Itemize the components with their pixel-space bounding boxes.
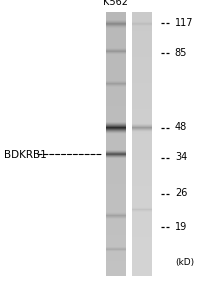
Text: 85: 85 <box>174 47 186 58</box>
Text: 19: 19 <box>174 221 186 232</box>
Text: K562: K562 <box>103 0 127 7</box>
Text: 26: 26 <box>174 188 186 199</box>
Text: 48: 48 <box>174 122 186 133</box>
Text: 34: 34 <box>174 152 186 163</box>
Text: (kD): (kD) <box>174 258 193 267</box>
Text: BDKRB1: BDKRB1 <box>4 149 47 160</box>
Text: 117: 117 <box>174 17 192 28</box>
